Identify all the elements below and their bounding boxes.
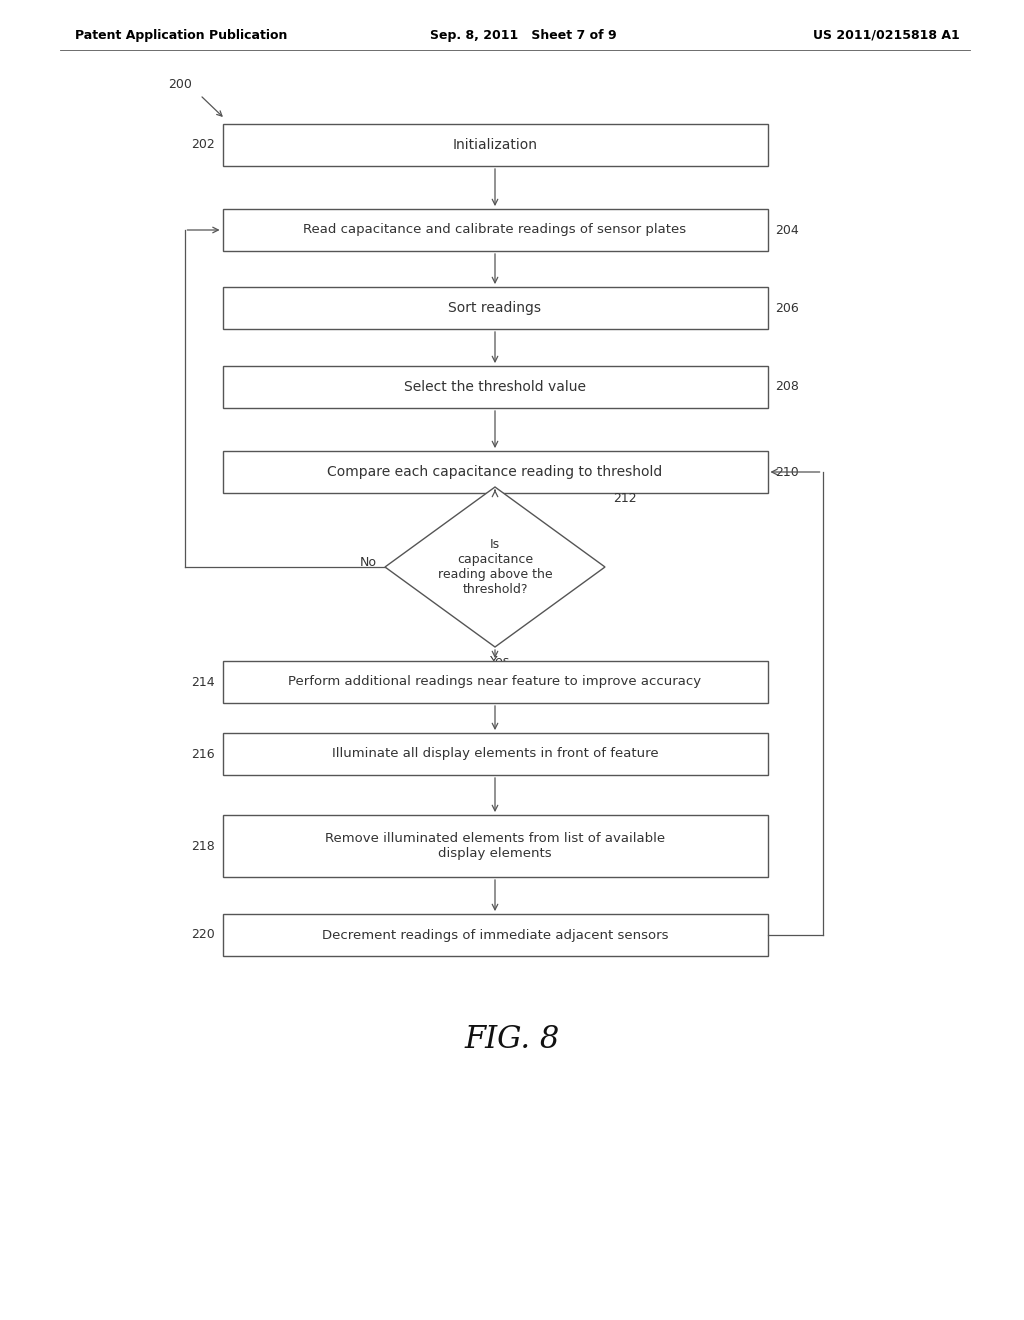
Bar [222,814,768,876]
Text: Is
capacitance
reading above the
threshold?: Is capacitance reading above the thresho… [437,539,552,597]
Bar [222,661,768,704]
Text: 200: 200 [168,78,191,91]
Text: Yes: Yes [489,655,510,668]
Text: Sort readings: Sort readings [449,301,542,315]
Bar [222,124,768,166]
Bar [222,913,768,956]
Text: No: No [360,556,377,569]
Bar [222,366,768,408]
Text: 218: 218 [190,840,214,853]
Text: 216: 216 [190,747,214,760]
Text: FIG. 8: FIG. 8 [464,1024,560,1056]
Text: Patent Application Publication: Patent Application Publication [75,29,288,41]
Text: Illuminate all display elements in front of feature: Illuminate all display elements in front… [332,747,658,760]
Bar [222,286,768,329]
Text: 210: 210 [775,466,800,479]
Text: 204: 204 [775,223,800,236]
Text: Select the threshold value: Select the threshold value [404,380,586,393]
Text: US 2011/0215818 A1: US 2011/0215818 A1 [813,29,961,41]
Bar [222,733,768,775]
Text: 208: 208 [775,380,800,393]
Text: 202: 202 [190,139,214,152]
Text: 206: 206 [775,301,800,314]
Text: 214: 214 [190,676,214,689]
Bar [222,209,768,251]
Text: Compare each capacitance reading to threshold: Compare each capacitance reading to thre… [328,465,663,479]
Text: Read capacitance and calibrate readings of sensor plates: Read capacitance and calibrate readings … [303,223,686,236]
Text: 220: 220 [190,928,214,941]
Text: Sep. 8, 2011   Sheet 7 of 9: Sep. 8, 2011 Sheet 7 of 9 [430,29,616,41]
Bar [222,451,768,492]
Text: Decrement readings of immediate adjacent sensors: Decrement readings of immediate adjacent… [322,928,669,941]
Text: Perform additional readings near feature to improve accuracy: Perform additional readings near feature… [289,676,701,689]
Text: 212: 212 [613,492,637,506]
Text: Remove illuminated elements from list of available
display elements: Remove illuminated elements from list of… [325,832,665,861]
Text: Initialization: Initialization [453,139,538,152]
Polygon shape [385,487,605,647]
